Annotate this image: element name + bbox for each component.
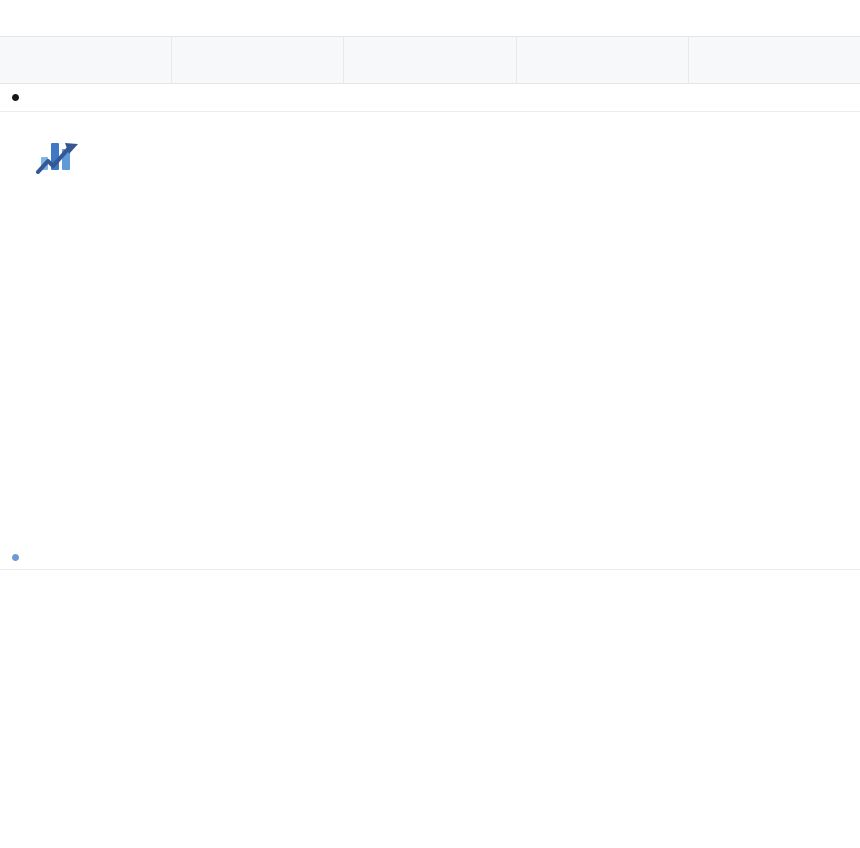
stat-index-latest xyxy=(689,37,860,83)
page-header xyxy=(0,0,860,36)
stats-bar xyxy=(0,36,860,84)
index-chart-canvas xyxy=(0,112,860,545)
stat-avg-return xyxy=(344,37,517,83)
stat-avg-duration xyxy=(517,37,689,83)
series-dot-icon xyxy=(12,553,19,561)
stat-cycles xyxy=(0,37,173,83)
series-dot-icon xyxy=(12,94,19,101)
stat-best-cycle xyxy=(172,37,345,83)
return-legend-row xyxy=(0,545,860,570)
return-chart-canvas xyxy=(0,570,860,848)
return-chart-panel xyxy=(0,570,860,848)
index-chart-panel xyxy=(0,112,860,545)
index-legend-row xyxy=(0,84,860,112)
